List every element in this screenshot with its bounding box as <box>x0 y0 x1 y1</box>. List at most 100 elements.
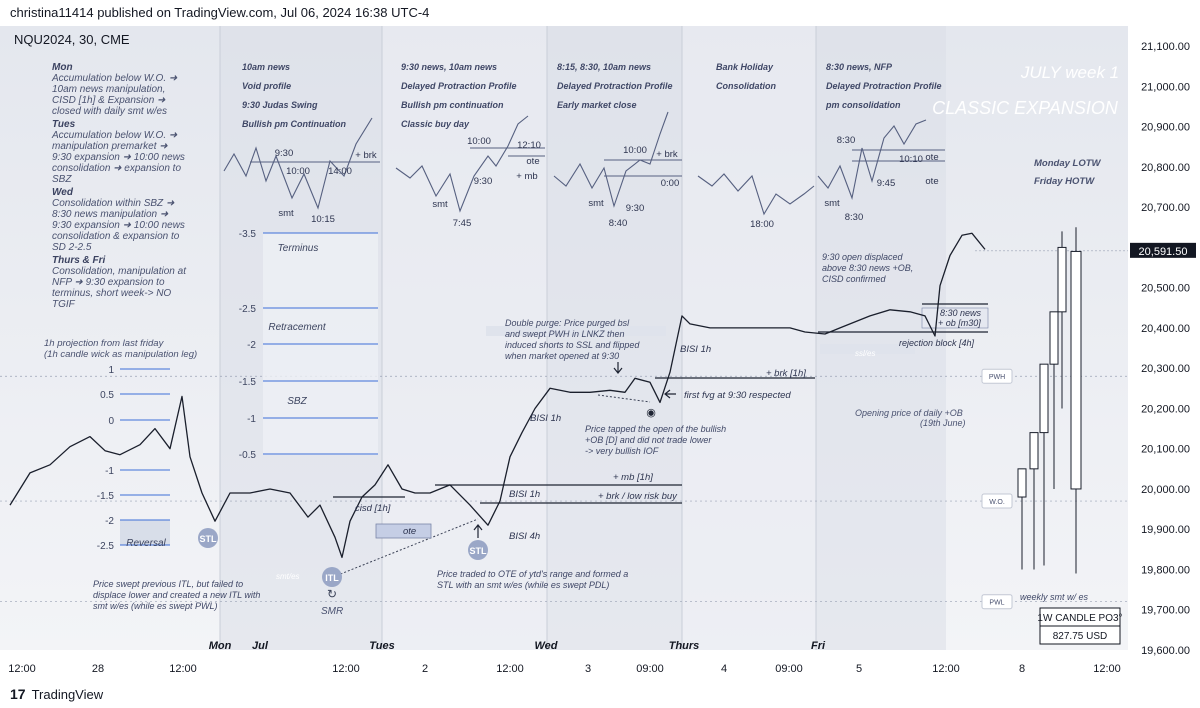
chart-annotation: BISI 1h <box>530 413 561 424</box>
day-note-line: CISD [1h] & Expansion ➜ <box>52 95 166 106</box>
chart-annotation: above 8:30 news +OB, <box>822 263 913 273</box>
weekly-candle-body <box>1070 250 1082 490</box>
x-tick-label: 28 <box>92 663 104 675</box>
fib-label: -1.5 <box>97 491 115 502</box>
chart-annotation: + mb [1h] <box>613 472 653 483</box>
chart-svg[interactable]: 21,100.00 21,000.00 20,900.00 20,800.00 20,7… <box>0 26 1200 678</box>
stl-marker-2 <box>468 540 488 560</box>
chart-annotation: induced shorts to SSL and flipped <box>505 340 640 350</box>
fib-levels: -3.5 -2.5 -2 -1.5 -1 -0.5 1 0.5 0 -1 -1.5 -2 -2.5 Ter… <box>97 229 378 552</box>
chart-annotation: + brk / low risk buy <box>598 491 678 502</box>
day-note-title: Wed <box>52 187 74 198</box>
panel-mark: 18:00 <box>750 219 774 230</box>
weekly-candles <box>1017 227 1082 574</box>
y-tick-label: 20,300.00 <box>1141 363 1190 375</box>
footer-brand[interactable]: 17 TradingView <box>10 684 103 704</box>
panel-mark: + brk <box>355 150 377 161</box>
panel-mark: 10:00 <box>467 136 491 147</box>
chart-annotation: BISI 1h <box>509 489 540 500</box>
weekly-candle-body <box>1039 363 1049 434</box>
fib-label: 0 <box>108 416 114 427</box>
chart-annotation: 1h projection from last friday <box>44 338 165 349</box>
x-tick-label: 12:00 <box>496 663 524 675</box>
fib-zone-label: Reversal <box>126 538 166 549</box>
chart-area[interactable]: 21,100.00 21,000.00 20,900.00 20,800.00 20,7… <box>0 26 1200 678</box>
weekly-box-title: 1W CANDLE PO3° <box>1037 613 1122 624</box>
fib-label: -3.5 <box>239 229 257 240</box>
fib-zone-shade <box>120 520 170 545</box>
fib-label: -0.5 <box>239 450 257 461</box>
fib-label: -2 <box>247 340 256 351</box>
y-tick-label: 19,600.00 <box>1141 645 1190 657</box>
itl-marker-label: ITL <box>325 573 339 583</box>
session-bands <box>219 26 946 650</box>
chart-annotation: SMR <box>321 606 343 617</box>
last-price-tag: 20,591.50 <box>1130 242 1196 258</box>
panel-note: Classic buy day <box>401 119 470 129</box>
panel-mark: 9:30 <box>275 148 294 159</box>
itl-marker <box>322 567 342 587</box>
fib-label: -1 <box>105 466 114 477</box>
panel-note: Bank Holiday <box>716 62 774 72</box>
y-tick-label: 20,900.00 <box>1141 122 1190 134</box>
y-tick-label: 21,000.00 <box>1141 81 1190 93</box>
x-tick-label: 09:00 <box>636 663 664 675</box>
x-tick-label: Mon <box>209 640 232 652</box>
x-tick-label: 4 <box>721 663 727 675</box>
panel-sketch <box>553 111 669 208</box>
x-tick-label: 8 <box>1019 663 1025 675</box>
day-note-line: Accumulation below W.O. ➜ <box>51 130 178 141</box>
price-series <box>9 232 986 559</box>
day-note-line: 9:30 expansion ➜ 10:00 news <box>52 152 185 163</box>
y-tick-label: 20,400.00 <box>1141 323 1190 335</box>
day-note-line: manipulation premarket ➜ <box>52 141 168 152</box>
key-level-tag <box>981 368 1013 384</box>
panel-mark: 7:45 <box>453 218 472 229</box>
chart-annotation: 8:30 news <box>940 308 982 318</box>
chart-annotation: (1h candle wick as manipulation leg) <box>44 349 197 360</box>
panel-note: Void profile <box>242 81 291 91</box>
chart-annotation: smt w/es (while es swept PWL) <box>93 601 218 611</box>
chart-annotation: (19th June) <box>920 418 966 428</box>
weekly-candle-body <box>1057 246 1067 313</box>
stl-marker-1 <box>198 528 218 548</box>
panel-mark: 0:00 <box>661 178 680 189</box>
stl-marker-1-label: STL <box>200 534 218 544</box>
panel-mark: 10:15 <box>311 214 335 225</box>
scenario-panels: 10am news Void profile 9:30 Judas Swing Bul… <box>223 62 945 230</box>
day-note-title: Tues <box>52 119 76 130</box>
ob-box <box>921 307 989 329</box>
panel-note: Consolidation <box>716 81 776 91</box>
chart-title-week: JULY week 1 <box>1020 63 1119 82</box>
panel-note: Early market close <box>557 100 637 110</box>
panel-sketch <box>817 119 927 200</box>
chart-annotation: BISI 4h <box>509 531 540 542</box>
panel-note: 8:15, 8:30, 10am news <box>557 62 651 72</box>
panel-note: 9:30 Judas Swing <box>242 100 318 110</box>
chart-annotation: BISI 1h <box>680 344 711 355</box>
chart-annotation: Double purge: Price purged bsl <box>505 318 630 328</box>
chart-annotation: smt/es <box>276 572 300 581</box>
annotations: 1h projection from last friday(1h candle… <box>44 252 1089 617</box>
fib-label: 1 <box>108 365 114 376</box>
chart-annotation: when market opened at 9:30 <box>505 351 619 361</box>
chart-annotation: STL with an smt w/es (while es swept PDL… <box>437 580 609 590</box>
y-tick-label: 20,100.00 <box>1141 444 1190 456</box>
chart-annotation: displace lower and created a new ITL wit… <box>93 590 260 600</box>
y-tick-label: 19,700.00 <box>1141 605 1190 617</box>
price-axis[interactable]: 21,100.00 21,000.00 20,900.00 20,800.00 20,7… <box>1141 41 1190 657</box>
x-tick-label: 12:00 <box>932 663 960 675</box>
panel-mark: 9:30 <box>626 203 645 214</box>
x-tick-label: 09:00 <box>775 663 803 675</box>
smt-dotted-line-2 <box>597 394 651 403</box>
panel-mark: 10:00 <box>286 166 310 177</box>
panel-mark: smt <box>824 198 840 209</box>
fib-label: -2 <box>105 516 114 527</box>
symbol-label: NQU2024, 30, CME <box>14 32 130 47</box>
day-note-line: terminus, short week-> NO <box>52 288 171 299</box>
time-axis[interactable]: 12:00 28 12:00 Mon Jul 12:00 Tues 2 12:00 Wed 3 09:… <box>8 640 1121 675</box>
day-note-line: Consolidation within SBZ ➜ <box>52 198 175 209</box>
day-note-title: Thurs & Fri <box>52 255 106 266</box>
panel-mark: 10:10 <box>899 154 923 165</box>
footer-brand-text: TradingView <box>31 686 104 702</box>
